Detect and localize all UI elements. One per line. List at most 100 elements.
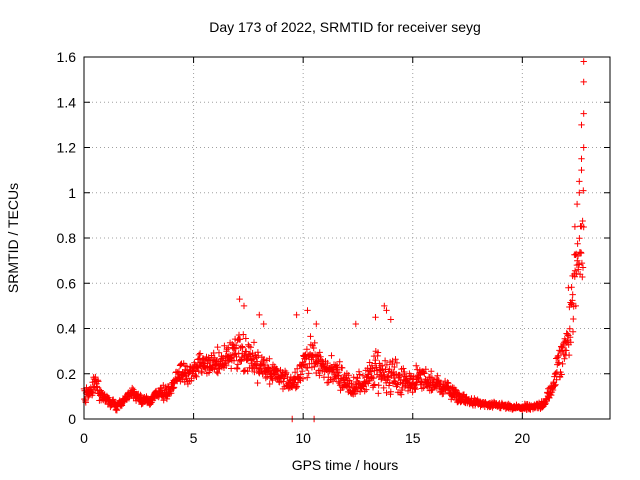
- data-point: [324, 359, 331, 367]
- data-point: [410, 373, 417, 380]
- data-point: [370, 374, 377, 382]
- data-point: [233, 342, 240, 349]
- data-point: [317, 353, 324, 360]
- x-tick-labels: 0 5 10 15 20: [80, 430, 530, 446]
- plot-frame: [83, 56, 611, 420]
- data-point: [311, 363, 318, 370]
- data-point: [435, 378, 443, 385]
- data-point: [569, 291, 576, 298]
- y-tick-label: 1: [68, 185, 76, 201]
- data-point: [233, 353, 240, 361]
- data-point: [549, 386, 557, 394]
- data-point: [283, 369, 290, 376]
- data-point: [580, 223, 587, 231]
- data-point: [345, 372, 352, 379]
- data-point: [336, 358, 343, 365]
- data-point: [568, 284, 575, 291]
- data-point: [574, 240, 581, 247]
- data-point: [223, 362, 230, 369]
- data-point: [385, 382, 393, 389]
- data-point: [250, 339, 258, 346]
- data-point: [170, 385, 177, 392]
- data-point: [254, 358, 261, 365]
- data-point: [578, 121, 585, 129]
- data-point: [356, 371, 363, 378]
- data-point: [249, 356, 256, 363]
- data-point: [576, 189, 583, 196]
- data-point: [578, 155, 585, 162]
- data-point: [228, 365, 235, 372]
- data-point: [580, 187, 587, 194]
- data-point: [328, 352, 335, 359]
- data-point: [234, 365, 241, 373]
- data-point: [293, 311, 300, 319]
- data-point: [363, 386, 370, 393]
- data-point: [569, 328, 577, 335]
- data-point: [421, 370, 428, 377]
- data-point: [196, 350, 204, 357]
- data-point: [239, 344, 246, 351]
- data-point: [353, 387, 361, 395]
- data-point: [370, 382, 377, 389]
- data-point: [567, 339, 574, 346]
- data-point: [236, 295, 243, 303]
- data-point: [553, 376, 560, 383]
- data-point: [375, 390, 382, 397]
- x-axis-label: GPS time / hours: [292, 457, 399, 473]
- data-point: [371, 381, 378, 388]
- data-point: [548, 391, 555, 399]
- data-point: [383, 361, 391, 368]
- y-tick-label: 0.8: [57, 230, 77, 246]
- data-point: [293, 383, 301, 390]
- x-tick-label: 0: [80, 430, 88, 446]
- data-point: [234, 361, 242, 368]
- data-point: [375, 382, 382, 389]
- data-point: [238, 357, 245, 365]
- data-point: [420, 384, 427, 391]
- data-point: [299, 367, 306, 375]
- data-point: [411, 380, 419, 387]
- data-point: [580, 58, 587, 65]
- data-point: [555, 359, 563, 366]
- data-point: [571, 267, 579, 274]
- data-point: [579, 217, 586, 225]
- data-point: [304, 364, 311, 372]
- data-point: [236, 336, 244, 343]
- data-point: [215, 349, 223, 356]
- data-point: [297, 371, 304, 378]
- data-point: [428, 368, 435, 375]
- data-point: [213, 368, 221, 376]
- data-point: [304, 307, 311, 314]
- data-point: [381, 357, 389, 364]
- data-point: [193, 373, 200, 380]
- data-point: [305, 370, 312, 377]
- data-point: [254, 379, 261, 387]
- data-point: [316, 349, 323, 356]
- x-tick-label: 20: [515, 430, 531, 446]
- data-point: [391, 363, 398, 371]
- data-point: [177, 361, 184, 368]
- data-point: [569, 297, 576, 304]
- x-tick-label: 15: [405, 430, 421, 446]
- data-point: [291, 369, 299, 376]
- data-point: [113, 407, 121, 414]
- data-point: [580, 110, 587, 117]
- data-point: [137, 391, 144, 399]
- data-point: [299, 375, 307, 382]
- data-point: [361, 388, 368, 395]
- data-point: [339, 364, 346, 372]
- data-point: [266, 380, 273, 388]
- data-point: [359, 372, 367, 379]
- data-point: [566, 325, 573, 332]
- data-point: [573, 200, 581, 208]
- data-point: [558, 371, 565, 378]
- y-tick-label: 0.2: [57, 366, 77, 382]
- data-point: [413, 362, 420, 369]
- y-tick-label: 0: [68, 411, 76, 427]
- data-point: [97, 387, 104, 394]
- x-tick-label: 5: [190, 430, 198, 446]
- y-tick-label: 1.4: [57, 94, 77, 110]
- data-point: [575, 261, 583, 268]
- data-point: [574, 252, 582, 260]
- x-tick-label: 10: [295, 430, 311, 446]
